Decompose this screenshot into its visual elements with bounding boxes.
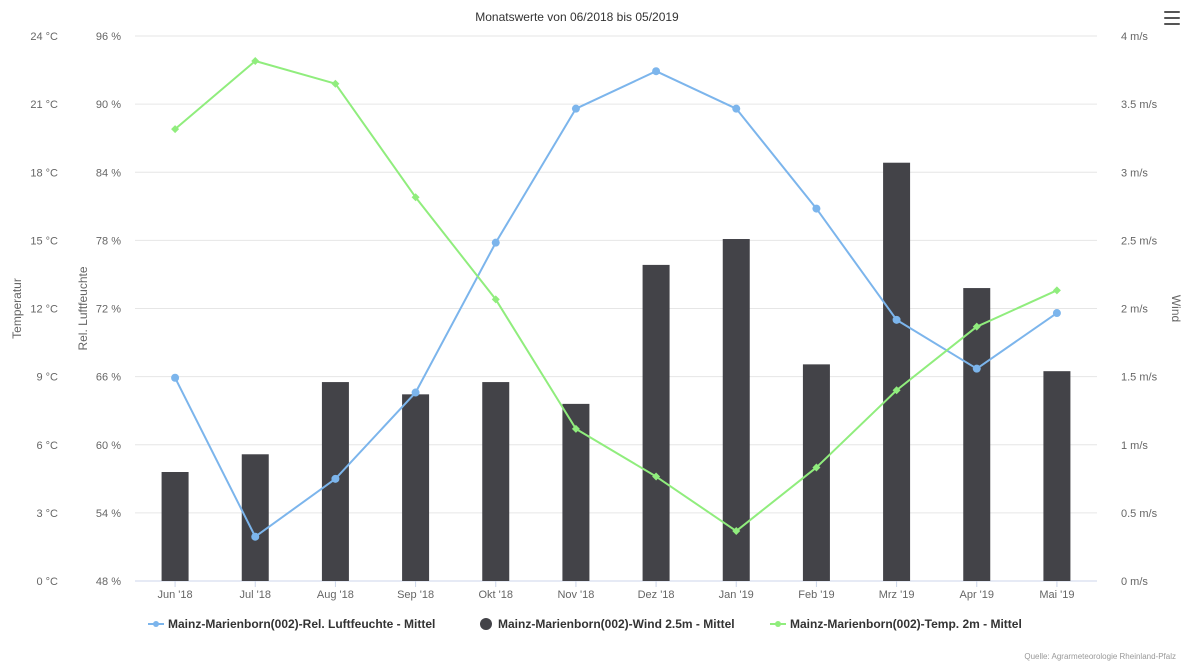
humidity-point	[331, 474, 340, 483]
humidity-point	[732, 104, 741, 113]
humidity-point	[812, 204, 821, 213]
humidity-line	[174, 70, 1058, 538]
humidity-point	[491, 238, 500, 247]
wind-bar	[482, 382, 510, 581]
wind-tick-label: 2.5 m/s	[1121, 235, 1158, 247]
temperature-point	[1052, 286, 1061, 295]
grid-layer	[135, 35, 1097, 582]
temperature-point	[732, 527, 741, 536]
humidity-tick-label: 84 %	[96, 167, 121, 179]
x-tick-label: Okt '18	[478, 589, 513, 601]
temperature-line	[174, 59, 1058, 533]
x-tick-label: Jan '19	[719, 589, 754, 601]
temperature-tick-label: 15 °C	[30, 235, 58, 247]
humidity-tick-label: 90 %	[96, 99, 121, 111]
humidity-point	[892, 315, 901, 324]
x-tick-label: Feb '19	[798, 589, 834, 601]
temperature-point	[972, 322, 981, 331]
x-tick-label: Dez '18	[638, 589, 675, 601]
credits: Quelle: Agrarmeteorologie Rheinland-Pfal…	[1024, 652, 1176, 661]
wind-bar	[802, 364, 830, 581]
humidity-point	[171, 373, 180, 382]
legend-item: Mainz-Marienborn(002)-Wind 2.5m - Mittel	[480, 617, 735, 631]
legend-label: Mainz-Marienborn(002)-Temp. 2m - Mittel	[790, 617, 1022, 631]
wind-tick-label: 1 m/s	[1121, 440, 1148, 452]
temperature-axis-title: Temperatur	[10, 278, 24, 339]
humidity-point	[411, 388, 420, 397]
legend: Mainz-Marienborn(002)-Rel. Luftfeuchte -…	[148, 617, 1022, 631]
x-tick-label: Sep '18	[397, 589, 434, 601]
temperature-point	[491, 295, 500, 304]
wind-axis-title: Wind	[1169, 295, 1183, 322]
temperature-point	[411, 193, 420, 202]
temperature-point	[331, 79, 340, 88]
wind-bar	[883, 162, 911, 581]
wind-tick-label: 0 m/s	[1121, 576, 1148, 588]
temperature-tick-label: 21 °C	[30, 99, 58, 111]
humidity-tick-label: 66 %	[96, 372, 121, 384]
wind-bar	[963, 288, 991, 581]
line-series-layer	[171, 56, 1061, 541]
x-tick-label: Aug '18	[317, 589, 354, 601]
humidity-tick-label: 54 %	[96, 508, 121, 520]
temperature-point	[892, 386, 901, 395]
menu-icon[interactable]	[1164, 11, 1180, 25]
temperature-tick-label: 18 °C	[30, 167, 58, 179]
humidity-tick-label: 72 %	[96, 304, 121, 316]
legend-label: Mainz-Marienborn(002)-Rel. Luftfeuchte -…	[168, 617, 435, 631]
legend-symbol	[480, 618, 492, 630]
temperature-point	[171, 125, 180, 134]
axis-layer: 0 °C 48 % 0 m/s 3 °C 54 % 0.5 m/s 6 °C 60 % 1 m/…	[10, 31, 1183, 601]
humidity-tick-label: 78 %	[96, 235, 121, 247]
humidity-tick-label: 48 %	[96, 576, 121, 588]
temperature-point	[652, 472, 661, 481]
humidity-point	[571, 104, 580, 113]
temperature-tick-label: 6 °C	[36, 440, 58, 452]
temperature-tick-label: 3 °C	[36, 508, 58, 520]
temperature-point	[251, 56, 260, 65]
x-tick-label: Jun '18	[158, 589, 193, 601]
temperature-point	[571, 424, 580, 433]
x-tick-label: Mrz '19	[879, 589, 915, 601]
temperature-tick-label: 9 °C	[36, 372, 58, 384]
x-tick-label: Apr '19	[959, 589, 994, 601]
humidity-axis-title: Rel. Luftfeuchte	[76, 266, 90, 350]
x-tick-label: Jul '18	[240, 589, 271, 601]
wind-tick-label: 3.5 m/s	[1121, 99, 1158, 111]
temperature-tick-label: 12 °C	[30, 304, 58, 316]
humidity-point	[972, 364, 981, 373]
wind-bars	[161, 162, 1071, 581]
chart-title: Monatswerte von 06/2018 bis 05/2019	[475, 10, 679, 24]
temperature-tick-label: 0 °C	[36, 576, 58, 588]
wind-tick-label: 1.5 m/s	[1121, 372, 1158, 384]
wind-bar	[642, 264, 670, 581]
temperature-point	[812, 463, 821, 472]
wind-bar	[161, 472, 189, 581]
x-tick-label: Mai '19	[1039, 589, 1074, 601]
wind-tick-label: 2 m/s	[1121, 304, 1148, 316]
legend-symbol	[153, 621, 159, 627]
wind-tick-label: 4 m/s	[1121, 31, 1148, 43]
humidity-point	[652, 67, 661, 76]
temperature-tick-label: 24 °C	[30, 31, 58, 43]
wind-bar	[402, 394, 430, 581]
wind-tick-label: 0.5 m/s	[1121, 508, 1158, 520]
wind-bar	[1043, 371, 1071, 581]
legend-symbol	[775, 621, 781, 627]
legend-item: Mainz-Marienborn(002)-Temp. 2m - Mittel	[770, 617, 1022, 631]
wind-tick-label: 3 m/s	[1121, 167, 1148, 179]
humidity-point	[1052, 309, 1061, 318]
legend-label: Mainz-Marienborn(002)-Wind 2.5m - Mittel	[498, 617, 735, 631]
humidity-point	[251, 532, 260, 541]
humidity-tick-label: 60 %	[96, 440, 121, 452]
humidity-tick-label: 96 %	[96, 31, 121, 43]
legend-item: Mainz-Marienborn(002)-Rel. Luftfeuchte -…	[148, 617, 435, 631]
x-tick-label: Nov '18	[557, 589, 594, 601]
